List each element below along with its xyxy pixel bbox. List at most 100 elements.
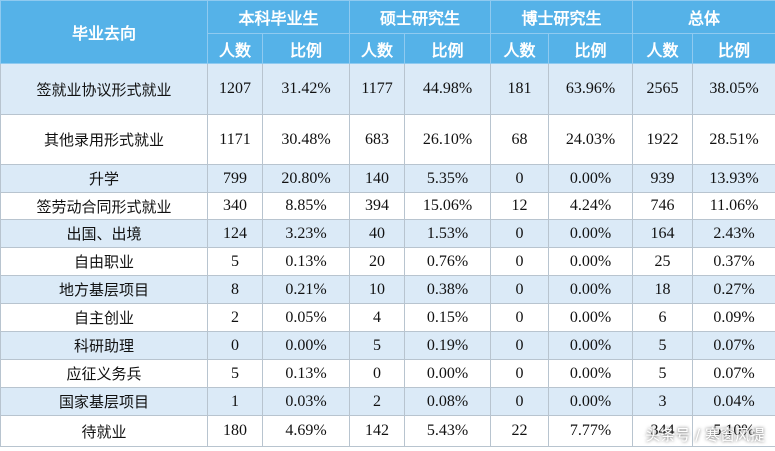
- cell: 0.00%: [548, 387, 634, 416]
- cell: 2: [207, 303, 263, 332]
- table-row: 科研助理 0 0.00% 5 0.19% 0 0.00% 5 0.07%: [0, 331, 775, 360]
- cell: 38.05%: [692, 63, 775, 115]
- column-header: 比例: [404, 33, 492, 64]
- table-row: 签就业协议形式就业 1207 31.42% 1177 44.98% 181 63.96% 25…: [0, 63, 775, 115]
- cell: 6: [632, 303, 694, 332]
- cell: 142: [349, 415, 406, 447]
- cell: 683: [349, 114, 406, 165]
- cell: 124: [207, 219, 263, 248]
- cell: 13.93%: [692, 164, 775, 193]
- cell: 11.06%: [692, 192, 775, 220]
- table-row: 签劳动合同形式就业 340 8.85% 394 15.06% 12 4.24% 746 11.0…: [0, 192, 775, 220]
- row-label: 出国、出境: [0, 219, 208, 248]
- cell: 5.35%: [404, 164, 492, 193]
- cell: 3: [632, 387, 694, 416]
- table-body: 签就业协议形式就业 1207 31.42% 1177 44.98% 181 63.96% 25…: [0, 63, 775, 447]
- cell: 0.00%: [548, 331, 634, 360]
- row-label: 科研助理: [0, 331, 208, 360]
- cell: 68: [490, 114, 550, 165]
- cell: 63.96%: [548, 63, 634, 115]
- cell: 40: [349, 219, 406, 248]
- table-row: 国家基层项目 1 0.03% 2 0.08% 0 0.00% 3 0.04%: [0, 387, 775, 416]
- row-label: 签就业协议形式就业: [0, 63, 208, 115]
- cell: 2.43%: [692, 219, 775, 248]
- cell: 4.69%: [261, 415, 351, 447]
- cell: 8: [207, 275, 263, 304]
- cell: 2565: [632, 63, 694, 115]
- cell: 0: [207, 331, 263, 360]
- cell: 5.43%: [404, 415, 492, 447]
- cell: 0.00%: [548, 359, 634, 388]
- group-header: 总体: [632, 0, 775, 34]
- table-row: 待就业 180 4.69% 142 5.43% 22 7.77% 344 5.10%: [0, 415, 775, 447]
- cell: 0.19%: [404, 331, 492, 360]
- cell: 7.77%: [548, 415, 634, 447]
- cell: 5: [632, 331, 694, 360]
- cell: 0.03%: [261, 387, 351, 416]
- cell: 0.00%: [548, 164, 634, 193]
- cell: 2: [349, 387, 406, 416]
- row-label: 升学: [0, 164, 208, 193]
- cell: 0.08%: [404, 387, 492, 416]
- cell: 0.37%: [692, 247, 775, 276]
- cell: 394: [349, 192, 406, 220]
- table-row: 自主创业 2 0.05% 4 0.15% 0 0.00% 6 0.09%: [0, 303, 775, 332]
- cell: 24.03%: [548, 114, 634, 165]
- cell: 4: [349, 303, 406, 332]
- table-header: 毕业去向 本科毕业生 硕士研究生 博士研究生 总体 人数 比例 人数 比例 人数 比例 人数 比例: [0, 0, 775, 64]
- cell: 0.21%: [261, 275, 351, 304]
- cell: 0.27%: [692, 275, 775, 304]
- cell: 0: [490, 359, 550, 388]
- cell: 0: [490, 387, 550, 416]
- watermark: 头条号 / 寒窗风提: [645, 426, 765, 444]
- cell: 22: [490, 415, 550, 447]
- cell: 8.85%: [261, 192, 351, 220]
- cell: 0.13%: [261, 359, 351, 388]
- cell: 0.05%: [261, 303, 351, 332]
- row-label: 自主创业: [0, 303, 208, 332]
- cell: 5.10%: [692, 415, 775, 447]
- cell: 5: [207, 359, 263, 388]
- group-header: 硕士研究生: [349, 0, 492, 34]
- cell: 0.00%: [261, 331, 351, 360]
- cell: 0.00%: [548, 275, 634, 304]
- row-label: 地方基层项目: [0, 275, 208, 304]
- cell: 5: [632, 359, 694, 388]
- cell: 0.04%: [692, 387, 775, 416]
- cell: 18: [632, 275, 694, 304]
- cell: 3.23%: [261, 219, 351, 248]
- cell: 181: [490, 63, 550, 115]
- column-header: 比例: [261, 33, 351, 64]
- cell: 799: [207, 164, 263, 193]
- cell: 939: [632, 164, 694, 193]
- cell: 1171: [207, 114, 263, 165]
- cell: 0.15%: [404, 303, 492, 332]
- cell: 0: [490, 247, 550, 276]
- cell: 31.42%: [261, 63, 351, 115]
- cell: 0: [490, 219, 550, 248]
- header-row: 人数 比例 人数 比例 人数 比例 人数 比例: [1, 33, 775, 64]
- cell: 1922: [632, 114, 694, 165]
- cell: 0: [490, 331, 550, 360]
- cell: 340: [207, 192, 263, 220]
- row-label: 自由职业: [0, 247, 208, 276]
- header-row: 毕业去向 本科毕业生 硕士研究生 博士研究生 总体: [0, 0, 775, 64]
- cell: 30.48%: [261, 114, 351, 165]
- cell: 0: [490, 275, 550, 304]
- cell: 28.51%: [692, 114, 775, 165]
- cell: 1: [207, 387, 263, 416]
- cell: 0: [490, 164, 550, 193]
- table-row: 自由职业 5 0.13% 20 0.76% 0 0.00% 25 0.37%: [0, 247, 775, 276]
- cell: 26.10%: [404, 114, 492, 165]
- cell: 0: [490, 303, 550, 332]
- cell: 140: [349, 164, 406, 193]
- cell: 10: [349, 275, 406, 304]
- cell: 0: [349, 359, 406, 388]
- column-header: 人数: [632, 33, 694, 64]
- group-header: 本科毕业生: [206, 0, 351, 34]
- cell: 0.09%: [692, 303, 775, 332]
- cell: 0.00%: [404, 359, 492, 388]
- cell: 1.53%: [404, 219, 492, 248]
- table-row: 升学 799 20.80% 140 5.35% 0 0.00% 939 13.93%: [0, 164, 775, 193]
